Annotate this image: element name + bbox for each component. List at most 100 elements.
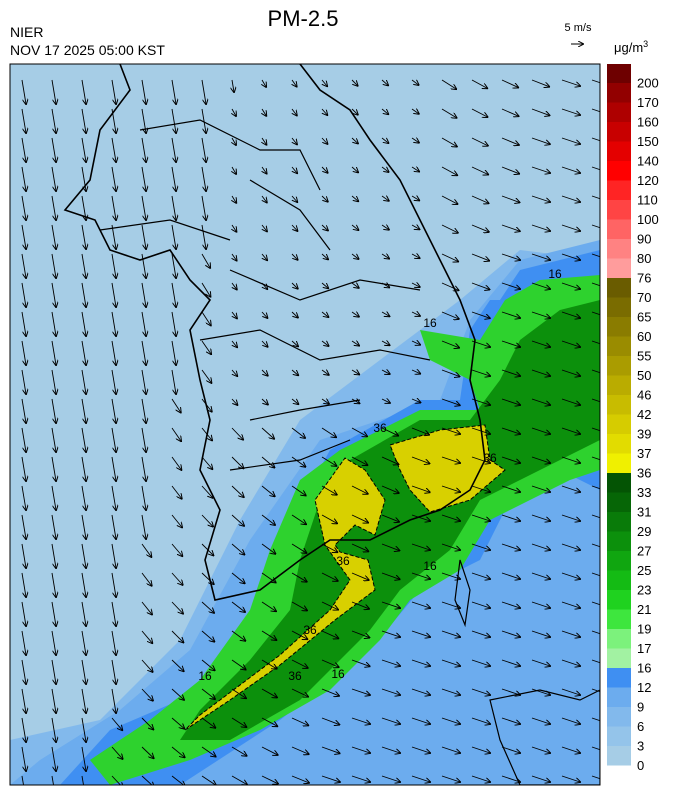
wind-arrow: [381, 225, 389, 230]
wind-arrow: [531, 659, 550, 666]
wind-arrow: [351, 225, 358, 230]
wind-arrow: [411, 80, 419, 85]
wind-arrow: [201, 340, 211, 354]
wind-arrow: [171, 166, 176, 191]
colorbar-label: 60: [637, 329, 651, 344]
wind-arrow: [471, 543, 490, 550]
wind-arrow: [231, 775, 247, 784]
wind-arrow: [141, 485, 146, 510]
wind-arrow: [111, 485, 116, 510]
wind-arrow: [351, 283, 359, 288]
wind-arrow: [81, 688, 86, 713]
wind-arrow: [141, 717, 153, 729]
wind-arrow: [141, 543, 151, 557]
wind-arrow: [81, 514, 86, 539]
colorbar-band: [607, 102, 631, 122]
wind-arrow: [21, 630, 26, 655]
contour-label: 36: [336, 554, 350, 568]
wind-arrow: [232, 137, 236, 145]
wind-arrows: [21, 79, 600, 785]
wind-arrow: [531, 456, 550, 463]
wind-arrow: [261, 485, 275, 496]
wind-arrow: [51, 282, 56, 307]
wind-arrow: [471, 456, 490, 463]
wind-arrow: [471, 282, 489, 289]
wind-arrow: [21, 717, 26, 742]
colorbar-band: [607, 667, 631, 688]
wind-arrow: [471, 166, 488, 174]
wind-arrow: [201, 485, 213, 498]
wind-arrow: [171, 456, 181, 470]
wind-arrow: [351, 485, 368, 494]
wind-arrow: [501, 311, 520, 318]
wind-arrow: [381, 196, 389, 201]
wind-arrow: [501, 282, 520, 289]
colorbar-band: [607, 628, 631, 649]
colorbar-label: 46: [637, 388, 651, 403]
wind-arrow: [591, 79, 600, 84]
wind-arrow: [21, 456, 26, 481]
wind-arrow: [201, 398, 212, 412]
wind-arrow: [591, 282, 600, 287]
wind-arrow: [21, 253, 26, 278]
wind-arrow: [561, 398, 580, 405]
wind-arrow: [232, 253, 237, 261]
wind-arrow: [111, 688, 116, 713]
wind-arrow: [441, 659, 460, 666]
wind-arrow: [591, 224, 600, 229]
wind-arrow: [201, 137, 206, 162]
wind-arrow: [232, 340, 237, 347]
wind-arrow: [441, 601, 460, 608]
wind-arrow: [231, 630, 245, 641]
wind-arrow: [591, 717, 600, 722]
wind-arrow: [111, 427, 116, 452]
wind-arrow: [261, 456, 274, 468]
wind-arrow: [201, 630, 214, 642]
wind-arrow: [141, 659, 153, 672]
wind-arrow: [51, 456, 56, 481]
colorbar-band: [607, 609, 631, 629]
wind-arrow: [441, 79, 456, 89]
colorbar-label: 39: [637, 427, 651, 442]
wind-arrow: [51, 659, 56, 684]
colorbar-label: 36: [637, 466, 651, 481]
wind-arrow: [111, 659, 116, 684]
wind-arrow: [471, 688, 490, 695]
wind-arrow: [231, 659, 246, 670]
wind-arrow: [111, 137, 116, 162]
colorbar-label: 9: [637, 700, 644, 715]
wind-arrow: [141, 195, 146, 220]
colorbar-band: [607, 531, 631, 551]
colorbar-band: [607, 745, 631, 766]
wind-arrow: [471, 79, 487, 88]
wind-arrow: [561, 775, 580, 782]
agency: NIER: [10, 24, 43, 40]
wind-arrow: [141, 456, 146, 481]
wind-arrow: [111, 601, 116, 626]
wind-arrow: [262, 166, 267, 174]
wind-arrow: [321, 572, 338, 581]
wind-arrow: [411, 427, 429, 435]
wind-arrow: [111, 195, 116, 220]
wind-arrow: [501, 137, 519, 145]
wind-arrow: [561, 311, 580, 318]
wind-arrow: [471, 485, 490, 492]
unit: μg/m3: [614, 39, 648, 55]
wind-arrow: [171, 717, 184, 729]
wind-arrow: [51, 572, 56, 597]
colorbar-label: 19: [637, 622, 651, 637]
wind-arrow: [321, 253, 328, 259]
wind-arrow: [111, 572, 116, 597]
wind-arrow: [231, 543, 244, 555]
wind-arrow: [111, 166, 116, 191]
wind-arrow: [561, 79, 580, 86]
wind-arrow: [171, 79, 176, 104]
wind-arrow: [262, 79, 266, 87]
wind-arrow: [201, 166, 206, 191]
wind-arrow: [171, 340, 176, 365]
wind-arrow: [591, 253, 600, 258]
contour-label: 36: [288, 669, 302, 683]
wind-arrow: [262, 253, 267, 260]
wind-arrow: [531, 543, 550, 550]
